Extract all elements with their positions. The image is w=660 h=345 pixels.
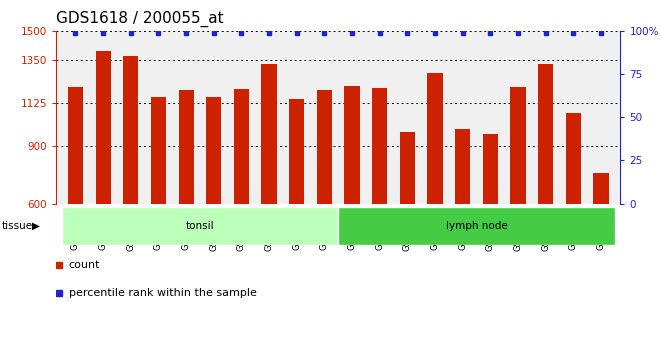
Bar (455, 129, 471, 204)
Bar (234, 89, 249, 204)
Text: ▶: ▶ (32, 221, 40, 231)
Bar (593, 173, 609, 204)
Bar (482, 134, 498, 204)
Bar (317, 89, 332, 204)
Bar (338, 207, 615, 245)
Text: GDS1618 / 200055_at: GDS1618 / 200055_at (56, 10, 224, 27)
Bar (96, 51, 111, 204)
Text: percentile rank within the sample: percentile rank within the sample (69, 288, 257, 298)
Bar (372, 88, 387, 204)
Bar (538, 63, 553, 204)
Bar (151, 97, 166, 204)
Bar (178, 89, 194, 204)
Text: count: count (69, 260, 100, 270)
Bar (400, 132, 415, 204)
Bar (510, 87, 525, 204)
Bar (68, 87, 83, 204)
Bar (345, 86, 360, 204)
Text: tonsil: tonsil (185, 221, 214, 231)
Bar (428, 73, 443, 204)
Bar (61, 207, 338, 245)
Bar (261, 63, 277, 204)
Bar (206, 97, 221, 204)
Bar (123, 56, 139, 204)
Text: lymph node: lymph node (446, 221, 508, 231)
Bar (566, 112, 581, 204)
Text: tissue: tissue (1, 221, 32, 231)
Bar (289, 99, 304, 204)
